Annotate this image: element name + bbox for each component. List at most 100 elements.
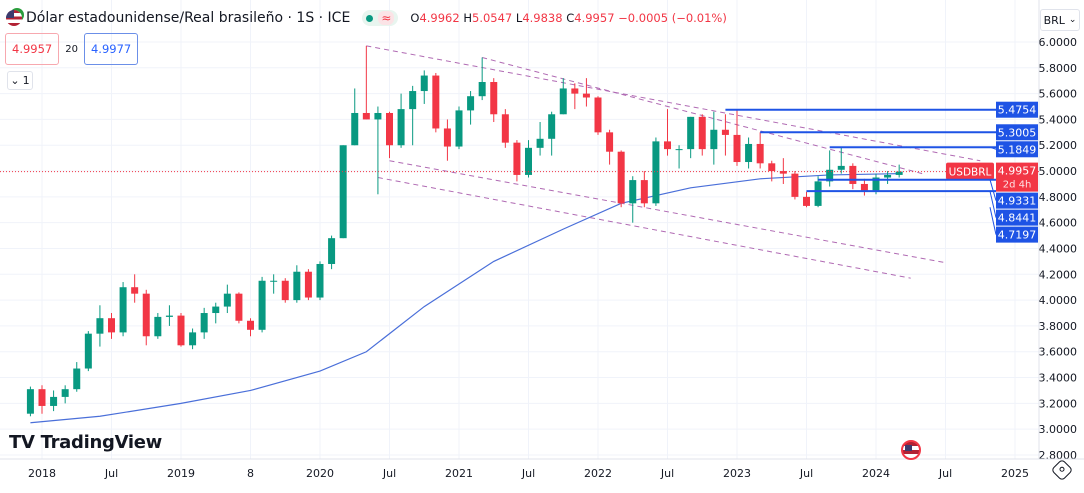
market-status-badge[interactable]: ≈ — [362, 10, 399, 26]
buy-button[interactable]: 4.9977 — [83, 33, 139, 65]
candle-body — [803, 196, 810, 206]
level-price-label: 4.8441 — [998, 212, 1037, 225]
open-label: O — [410, 11, 420, 25]
level-tag-connector — [989, 179, 997, 201]
high-value: 5.0547 — [472, 11, 513, 25]
candle-body — [652, 141, 660, 204]
spread-value: 20 — [65, 43, 78, 55]
x-tick-label: Jul — [938, 467, 952, 480]
usd-brl-flag-icon — [6, 10, 22, 26]
candle-body — [328, 238, 336, 264]
candle-body — [513, 142, 521, 175]
candle-body — [189, 332, 197, 346]
candle-body — [548, 114, 556, 139]
open-value: 4.9962 — [419, 11, 460, 25]
currency-dropdown[interactable]: BRL ⌄ — [1040, 9, 1080, 31]
candle-body — [293, 271, 301, 301]
candle-body — [108, 318, 115, 333]
x-tick-label: 2025 — [1001, 467, 1029, 480]
symbol-tag-label: USDBRL — [949, 167, 992, 179]
trendline[interactable] — [389, 160, 946, 264]
candle-body — [872, 177, 880, 191]
candle-body — [26, 389, 34, 414]
us-economic-event-icon[interactable] — [901, 440, 921, 460]
x-tick-label: 2022 — [584, 467, 612, 480]
symbol-title[interactable]: Dólar estadounidense/Real brasileño · 1S… — [26, 10, 351, 26]
level-price-label: 5.3005 — [998, 126, 1037, 139]
ohlc-values: O4.9962 H5.0547 L4.9838 C4.9957 −0.0005 … — [410, 11, 726, 25]
y-tick-label: 5.6000 — [1039, 88, 1078, 101]
y-tick-label: 4.8000 — [1039, 191, 1078, 204]
trendline[interactable] — [377, 177, 911, 279]
low-value: 4.9838 — [522, 11, 563, 25]
candle-body — [756, 143, 764, 164]
level-price-tag — [996, 226, 1038, 243]
candle-body — [525, 147, 532, 175]
candle-body — [374, 112, 382, 120]
candle-body — [235, 293, 243, 321]
candle-body — [895, 171, 903, 175]
candle-body — [467, 96, 475, 111]
level-tag-connector — [989, 191, 997, 218]
candle-body — [362, 112, 370, 120]
candle-body — [478, 82, 486, 97]
level-price-label: 4.7197 — [998, 229, 1037, 242]
moving-average-line — [30, 173, 900, 424]
x-tick-label: Jul — [799, 467, 813, 480]
x-tick-label: 2021 — [445, 467, 473, 480]
y-tick-label: 3.6000 — [1039, 346, 1078, 359]
y-tick-label: 5.8000 — [1039, 62, 1078, 75]
candle-body — [710, 129, 718, 150]
level-price-tag — [996, 141, 1038, 158]
delayed-data-icon: ≈ — [378, 11, 395, 25]
candle-body — [791, 173, 799, 197]
y-tick-label: 6.0000 — [1039, 36, 1078, 49]
candle-body — [50, 396, 58, 406]
candle-body — [606, 132, 614, 152]
candle-body — [223, 293, 231, 307]
candle-body — [745, 143, 753, 163]
y-tick-label: 4.6000 — [1039, 217, 1078, 230]
candle-body — [73, 368, 81, 390]
x-tick-label: 2024 — [862, 467, 890, 480]
level-price-label: 4.9331 — [998, 195, 1037, 208]
candle-body — [582, 93, 590, 98]
sell-button[interactable]: 4.9957 — [5, 33, 60, 65]
candle-body — [559, 88, 567, 115]
candle-body — [61, 389, 69, 397]
x-tick-label: 2019 — [167, 467, 195, 480]
candle-body — [455, 110, 463, 147]
candle-body — [96, 318, 104, 334]
candle-body — [884, 174, 892, 178]
candle-body — [212, 306, 220, 314]
currency-label: BRL — [1043, 13, 1065, 27]
candle-body — [165, 315, 173, 317]
candle-body — [258, 280, 266, 330]
candle-body — [687, 116, 695, 150]
indicator-count: 1 — [22, 74, 30, 87]
candle-body — [698, 116, 706, 150]
level-price-label: 5.4754 — [998, 104, 1037, 117]
tradingview-logo[interactable]: 𝗧𝗩 TradingView — [9, 432, 162, 453]
candle-body — [617, 151, 625, 204]
y-tick-label: 4.2000 — [1039, 268, 1078, 281]
low-label: L — [515, 11, 523, 25]
collapse-indicators-button[interactable]: ⌄ 1 — [7, 71, 33, 90]
candle-body — [84, 333, 92, 369]
y-tick-label: 3.8000 — [1039, 320, 1078, 333]
candle-body — [281, 280, 289, 301]
y-tick-label: 5.2000 — [1039, 139, 1078, 152]
candle-body — [443, 128, 451, 147]
x-tick-label: 8 — [247, 467, 254, 480]
candle-body — [177, 315, 185, 346]
change-value: −0.0005 (−0.01%) — [618, 11, 727, 25]
y-tick-label: 4.0000 — [1039, 294, 1078, 307]
level-price-tag — [996, 124, 1038, 141]
x-tick-label: 2020 — [306, 467, 334, 480]
candle-body — [837, 165, 845, 170]
y-tick-label: 4.4000 — [1039, 242, 1078, 255]
candle-body — [119, 287, 127, 333]
candle-body — [860, 183, 868, 191]
candle-body — [316, 263, 324, 298]
